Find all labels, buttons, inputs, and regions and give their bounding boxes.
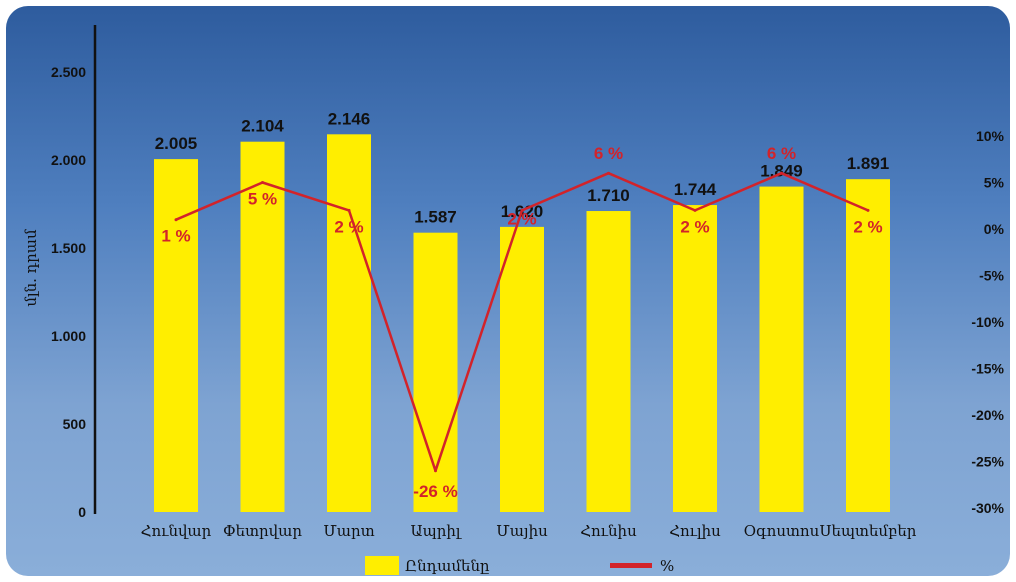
percent-label: 2 %: [507, 209, 536, 228]
y-tick-label: 1.500: [51, 240, 86, 256]
category-label: Հուլիս: [669, 522, 721, 540]
line-point: [261, 181, 264, 184]
category-label: Սեպտեմբեր: [820, 522, 917, 540]
y2-tick-label: 10%: [976, 128, 1005, 144]
category-label: Ապրիլ: [410, 522, 461, 540]
category-label: Մայիս: [496, 522, 548, 540]
legend-swatch-line: [610, 563, 652, 568]
bar: [673, 205, 717, 512]
line-point: [780, 171, 783, 175]
percent-label: 2 %: [680, 217, 709, 236]
percent-label: 1 %: [161, 227, 190, 246]
percent-label: -26 %: [413, 482, 457, 501]
y-tick-label: 2.500: [51, 64, 86, 80]
line-point: [607, 171, 610, 175]
bar-value-label: 1.744: [674, 180, 717, 199]
y2-tick-label: -30%: [971, 500, 1004, 516]
y2-tick-label: -20%: [971, 407, 1004, 423]
percent-label: 5 %: [248, 190, 277, 209]
category-label: Հունիս: [580, 522, 637, 540]
bar-value-label: 2.104: [241, 117, 284, 136]
category-label: Մարտ: [323, 522, 374, 540]
percent-label: 6 %: [594, 144, 623, 163]
category-label: Օգոստոս: [744, 522, 820, 540]
y-tick-label: 2.000: [51, 152, 86, 168]
line-point: [434, 469, 437, 473]
bar: [413, 232, 458, 513]
y2-tick-label: -10%: [971, 314, 1004, 330]
legend-swatch-bar: [365, 556, 399, 575]
category-label: Հունվար: [141, 522, 212, 540]
bar: [327, 134, 371, 512]
legend-label-bar: Ընդամենը: [405, 557, 490, 575]
line-point: [693, 208, 697, 212]
y2-tick-label: -25%: [971, 454, 1004, 470]
bar-value-label: 1.891: [847, 154, 890, 173]
bar: [846, 179, 890, 512]
line-point: [174, 218, 178, 222]
bar-value-label: 1.849: [760, 162, 803, 181]
category-label: Փետրվար: [223, 522, 302, 540]
y-axis-title: մլն. դրամ: [22, 229, 40, 307]
bar: [586, 211, 631, 513]
percent-label: 6 %: [767, 144, 796, 163]
percent-label: 2 %: [853, 217, 882, 236]
percent-label: 2 %: [334, 217, 363, 236]
bar: [154, 159, 198, 512]
y2-tick-label: 5%: [984, 175, 1005, 191]
y2-tick-label: -5%: [979, 268, 1004, 284]
bar-value-label: 1.710: [587, 186, 630, 205]
legend-label-line: %: [660, 557, 674, 575]
y-tick-label: 0: [78, 504, 86, 520]
y-tick-label: 500: [63, 416, 87, 432]
line-point: [347, 208, 351, 212]
bar-value-label: 2.146: [328, 109, 371, 128]
y2-tick-label: 0%: [984, 221, 1005, 237]
bar: [240, 141, 285, 513]
bar-value-label: 2.005: [155, 134, 198, 153]
y2-tick-label: -15%: [971, 361, 1004, 377]
y-tick-label: 1.000: [51, 328, 86, 344]
line-point: [866, 208, 870, 212]
bar: [500, 226, 544, 512]
line-point: [520, 208, 524, 212]
bar: [759, 186, 804, 513]
bar-value-label: 1.587: [414, 208, 457, 227]
